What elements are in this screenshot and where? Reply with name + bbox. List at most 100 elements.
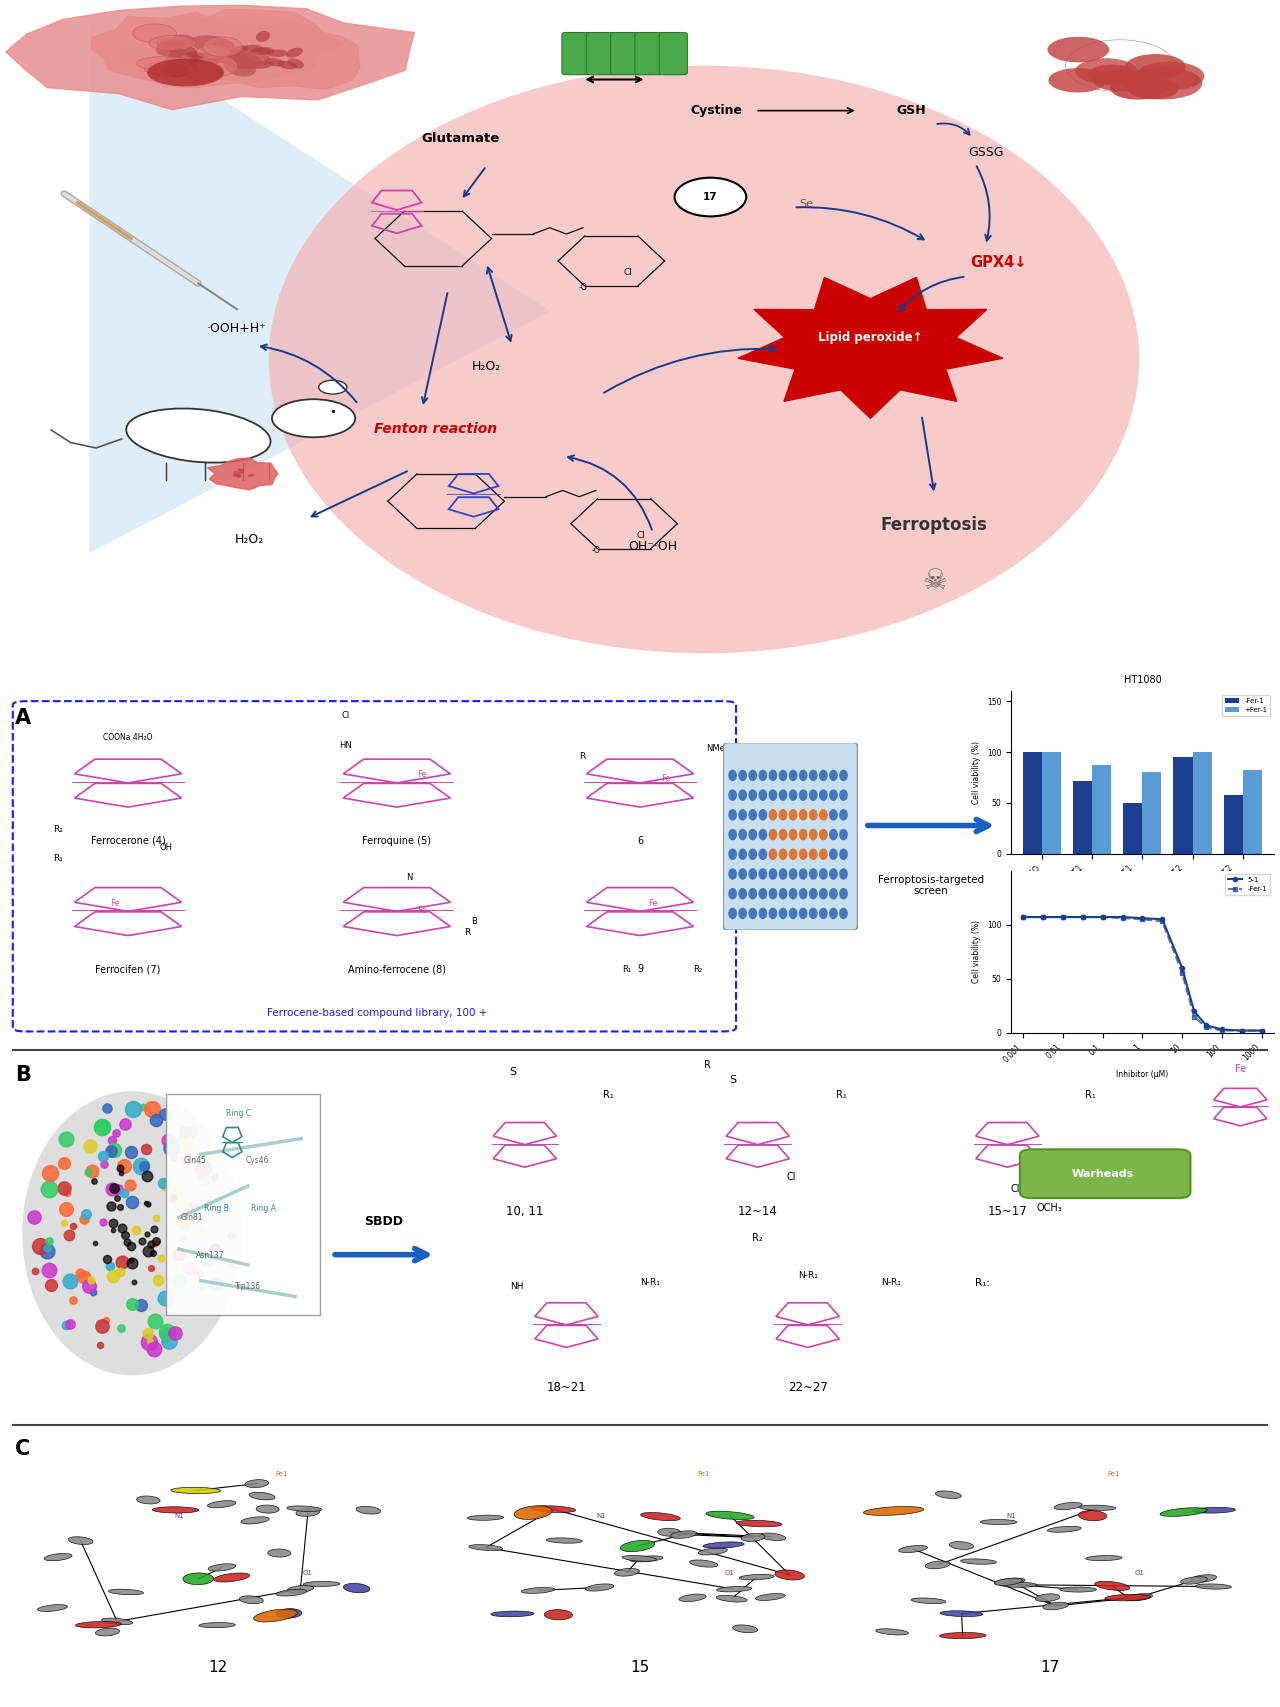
- Ellipse shape: [201, 53, 218, 61]
- 5-1: [1015, 906, 1030, 927]
- Bar: [1023, 753, 1042, 854]
- Ellipse shape: [164, 43, 179, 53]
- Ellipse shape: [356, 1506, 380, 1514]
- Text: ·OOH+H⁺: ·OOH+H⁺: [207, 323, 266, 335]
- Text: S: S: [508, 1067, 516, 1077]
- Circle shape: [759, 830, 767, 840]
- Ellipse shape: [273, 399, 356, 437]
- Ellipse shape: [521, 1588, 556, 1593]
- Circle shape: [810, 809, 817, 819]
- -Fer-1: [1254, 1021, 1270, 1041]
- Circle shape: [829, 790, 837, 801]
- Bar: [1174, 758, 1193, 854]
- Ellipse shape: [736, 1521, 782, 1526]
- Ellipse shape: [296, 1509, 320, 1516]
- Ellipse shape: [936, 1490, 961, 1499]
- Ellipse shape: [233, 471, 238, 475]
- Text: O1: O1: [302, 1570, 312, 1576]
- Text: Cl: Cl: [636, 531, 645, 539]
- -Fer-1: [1215, 1021, 1230, 1041]
- -Fer-1: [1135, 908, 1151, 929]
- Ellipse shape: [183, 1572, 214, 1584]
- Text: Fe: Fe: [648, 898, 658, 908]
- Ellipse shape: [940, 1632, 986, 1639]
- Ellipse shape: [1043, 1603, 1069, 1610]
- FancyBboxPatch shape: [562, 32, 590, 75]
- 5-1: [1094, 906, 1110, 927]
- Ellipse shape: [585, 1584, 614, 1591]
- Ellipse shape: [253, 61, 273, 68]
- Circle shape: [730, 809, 736, 819]
- Ellipse shape: [127, 408, 270, 463]
- 5-1: [1075, 906, 1091, 927]
- Circle shape: [759, 770, 767, 780]
- Circle shape: [829, 770, 837, 780]
- FancyBboxPatch shape: [586, 32, 614, 75]
- Ellipse shape: [186, 60, 221, 82]
- Bar: [1073, 780, 1092, 854]
- Text: 15: 15: [630, 1661, 650, 1675]
- Circle shape: [780, 809, 787, 819]
- Circle shape: [840, 889, 847, 900]
- Ellipse shape: [614, 1569, 640, 1576]
- Text: Ring A: Ring A: [251, 1203, 276, 1212]
- Ellipse shape: [170, 1487, 220, 1494]
- Circle shape: [800, 790, 806, 801]
- Circle shape: [749, 889, 756, 900]
- 5-1: [1055, 906, 1070, 927]
- Text: N1: N1: [1006, 1514, 1016, 1519]
- Circle shape: [759, 848, 767, 859]
- Text: 12~14: 12~14: [737, 1205, 778, 1217]
- Polygon shape: [91, 12, 276, 85]
- Circle shape: [749, 770, 756, 780]
- Text: 18~21: 18~21: [547, 1381, 586, 1395]
- Ellipse shape: [150, 36, 196, 51]
- Text: O1: O1: [724, 1570, 735, 1576]
- Ellipse shape: [690, 1560, 718, 1567]
- Ellipse shape: [147, 58, 224, 87]
- Circle shape: [819, 908, 827, 918]
- Circle shape: [840, 790, 847, 801]
- Ellipse shape: [621, 1540, 654, 1552]
- Polygon shape: [120, 24, 307, 87]
- Text: 10, 11: 10, 11: [506, 1205, 544, 1217]
- Ellipse shape: [247, 475, 255, 476]
- Ellipse shape: [250, 1492, 275, 1500]
- Ellipse shape: [1060, 1588, 1097, 1593]
- Ellipse shape: [1036, 1594, 1060, 1601]
- Ellipse shape: [287, 1586, 314, 1593]
- Text: R₁: R₁: [52, 855, 63, 864]
- Ellipse shape: [1055, 1502, 1082, 1509]
- Ellipse shape: [230, 46, 248, 55]
- Ellipse shape: [45, 1553, 72, 1560]
- Ellipse shape: [1128, 79, 1179, 99]
- Ellipse shape: [197, 44, 229, 60]
- Circle shape: [749, 848, 756, 859]
- Ellipse shape: [911, 1598, 946, 1603]
- Ellipse shape: [278, 61, 297, 70]
- Text: COONa 4H₂O: COONa 4H₂O: [104, 734, 152, 743]
- Text: Fe: Fe: [417, 770, 428, 778]
- Ellipse shape: [206, 56, 227, 65]
- Circle shape: [819, 830, 827, 840]
- Ellipse shape: [1135, 61, 1204, 90]
- Circle shape: [675, 178, 746, 217]
- Circle shape: [829, 848, 837, 859]
- 5-1: [1254, 1021, 1270, 1041]
- Circle shape: [790, 869, 796, 879]
- Circle shape: [730, 770, 736, 780]
- Text: Fe1: Fe1: [1107, 1471, 1120, 1477]
- Ellipse shape: [238, 469, 244, 475]
- Text: Cl: Cl: [342, 712, 349, 720]
- Ellipse shape: [705, 1511, 754, 1519]
- Text: C: C: [15, 1439, 31, 1459]
- Ellipse shape: [671, 1531, 696, 1538]
- Text: OCH₃: OCH₃: [1036, 1202, 1062, 1212]
- Ellipse shape: [515, 1506, 552, 1519]
- Y-axis label: Cell viability (%): Cell viability (%): [973, 741, 982, 804]
- Text: N1: N1: [596, 1514, 607, 1519]
- Text: Fe: Fe: [1235, 1063, 1245, 1074]
- Ellipse shape: [191, 36, 236, 53]
- Ellipse shape: [717, 1586, 751, 1593]
- Circle shape: [790, 770, 796, 780]
